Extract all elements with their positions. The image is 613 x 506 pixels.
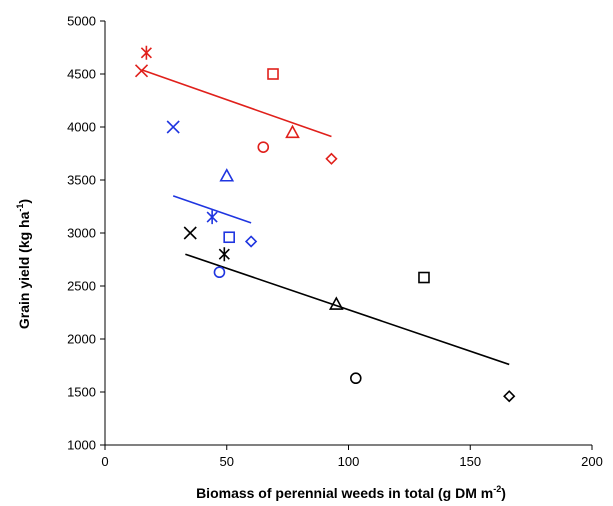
y-tick-label: 3500 bbox=[67, 173, 96, 188]
data-point-circle bbox=[213, 266, 226, 279]
y-tick-label: 2500 bbox=[67, 279, 96, 294]
y-axis-title-sup: -1 bbox=[15, 204, 25, 212]
trend-line-2 bbox=[172, 195, 252, 224]
data-point-x bbox=[183, 226, 197, 240]
y-tick-label: 4000 bbox=[67, 120, 96, 135]
x-axis-title-sup: -2 bbox=[493, 484, 501, 494]
data-point-x bbox=[134, 64, 149, 78]
data-point-circle bbox=[350, 372, 362, 385]
data-point-triangle bbox=[219, 168, 235, 182]
data-point-diamond bbox=[244, 235, 258, 248]
data-point-diamond bbox=[325, 152, 338, 165]
x-axis-title-text: Biomass of perennial weeds in total (g D… bbox=[196, 485, 493, 501]
data-points bbox=[134, 45, 516, 403]
data-point-asterisk bbox=[140, 45, 152, 60]
y-tick-label: 5000 bbox=[67, 14, 96, 29]
data-point-square bbox=[418, 271, 430, 284]
data-point-triangle bbox=[328, 296, 344, 310]
y-tick-label: 1000 bbox=[67, 438, 96, 453]
y-axis-title: Grain yield (kg ha-1) bbox=[15, 199, 32, 329]
y-tick-label: 4500 bbox=[67, 67, 96, 82]
data-point-triangle bbox=[285, 124, 300, 139]
x-axis-ticks: 0 50 100 150 200 bbox=[101, 445, 603, 469]
y-axis-title-end: ) bbox=[16, 199, 32, 204]
y-tick-label: 2000 bbox=[67, 332, 96, 347]
data-point-diamond bbox=[503, 390, 516, 403]
x-tick-label: 100 bbox=[338, 454, 360, 469]
x-axis-title: Biomass of perennial weeds in total (g D… bbox=[196, 484, 506, 501]
y-tick-label: 3000 bbox=[67, 226, 96, 241]
trend-line-3 bbox=[185, 253, 510, 366]
y-axis-title-text: Grain yield (kg ha bbox=[16, 211, 32, 329]
data-point-square bbox=[223, 231, 235, 244]
y-axis-ticks: 1000 1500 2000 2500 3000 3500 4000 4500 5000 bbox=[67, 14, 105, 453]
data-point-x bbox=[166, 120, 180, 134]
data-point-asterisk bbox=[218, 247, 230, 262]
trend-lines bbox=[141, 69, 510, 366]
data-point-circle bbox=[257, 141, 270, 153]
x-tick-label: 0 bbox=[101, 454, 108, 469]
x-axis-title-end: ) bbox=[501, 485, 506, 501]
trend-line-1 bbox=[141, 69, 332, 138]
x-tick-label: 150 bbox=[459, 454, 481, 469]
x-tick-label: 50 bbox=[220, 454, 234, 469]
y-tick-label: 1500 bbox=[67, 385, 96, 400]
x-tick-label: 200 bbox=[581, 454, 603, 469]
data-point-square bbox=[267, 68, 279, 80]
data-point-asterisk bbox=[206, 210, 218, 225]
